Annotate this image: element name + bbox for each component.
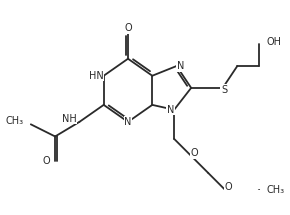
Text: O: O [43, 156, 50, 166]
Text: OH: OH [267, 37, 282, 47]
Text: O: O [124, 23, 132, 33]
Text: NH: NH [62, 114, 77, 124]
Text: N: N [124, 117, 132, 127]
Text: CH₃: CH₃ [267, 185, 284, 195]
Text: N: N [167, 105, 174, 115]
Text: N: N [177, 61, 184, 71]
Text: O: O [190, 149, 198, 158]
Text: O: O [224, 183, 232, 192]
Text: S: S [221, 85, 227, 95]
Text: HN: HN [89, 71, 104, 81]
Text: CH₃: CH₃ [6, 116, 23, 126]
